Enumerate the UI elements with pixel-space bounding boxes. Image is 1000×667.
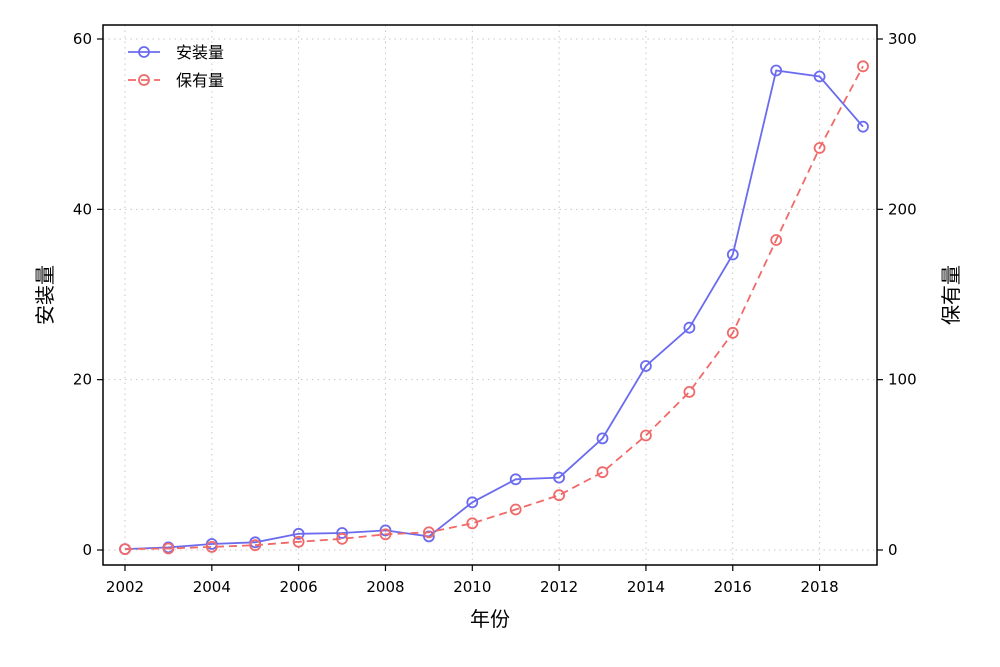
legend: 安装量 保有量 — [128, 43, 224, 90]
legend-label-0: 安装量 — [176, 43, 224, 62]
x-tick-label: 2008 — [366, 578, 404, 596]
series-layer — [119, 60, 869, 555]
series-0-point — [553, 471, 565, 484]
x-tick-label: 2002 — [106, 578, 144, 596]
y-tick-label-left: 20 — [73, 371, 92, 389]
x-tick-label: 2010 — [453, 578, 491, 596]
series-1-point — [683, 385, 696, 398]
series-0-point — [770, 64, 783, 77]
series-1-point — [422, 526, 435, 539]
series-1-point — [466, 517, 479, 530]
x-tick-label: 2018 — [800, 578, 838, 596]
plot-frame — [102, 24, 878, 566]
series-1-point — [336, 532, 349, 545]
grid-layer — [103, 25, 877, 565]
series-1-point — [596, 466, 609, 479]
series-1-point — [509, 503, 522, 516]
series-0-point — [726, 248, 739, 261]
series-1-point — [292, 535, 305, 548]
series-1-point — [640, 429, 652, 442]
series-0-point — [596, 432, 609, 445]
series-1-point — [770, 234, 783, 246]
series-0-point — [466, 496, 479, 509]
series-line-0 — [124, 69, 864, 550]
series-0-point — [292, 527, 305, 540]
y-tick-label-right: 0 — [888, 541, 898, 559]
x-tick-label: 2004 — [193, 578, 231, 596]
series-0-point — [857, 120, 869, 133]
series-1-point — [726, 326, 739, 339]
y-tick-label-right: 300 — [888, 30, 917, 48]
series-0-point — [509, 473, 522, 486]
ticks-layer: 2002 2004 2006 2008 2010 2012 2014 2016 2018 0 20 4… — [73, 30, 917, 596]
series-1-point — [205, 541, 218, 553]
series-1-point — [249, 539, 262, 552]
x-tick-label: 2006 — [280, 578, 318, 596]
y-tick-label-right: 200 — [888, 200, 917, 218]
y-tick-label-left: 60 — [73, 30, 92, 48]
series-1-point — [162, 542, 175, 555]
x-tick-label: 2012 — [540, 578, 578, 596]
x-tick-label: 2016 — [714, 578, 752, 596]
x-tick-label: 2014 — [627, 578, 665, 596]
series-1-point — [857, 60, 869, 73]
legend-swatch-marker-0 — [138, 46, 150, 58]
y-axis-title-left: 安装量 — [33, 265, 57, 325]
y-tick-label-left: 0 — [82, 541, 92, 559]
series-0-point — [640, 360, 652, 372]
series-1-point — [119, 543, 131, 555]
series-1-point — [553, 489, 565, 502]
y-axis-title-right: 保有量 — [939, 265, 963, 325]
y-tick-label-left: 40 — [73, 200, 92, 218]
series-0-point — [813, 70, 826, 83]
series-0-point — [683, 321, 696, 334]
series-0-point — [379, 524, 392, 537]
legend-swatch-marker-1 — [138, 74, 150, 86]
series-0-point — [336, 527, 349, 539]
legend-label-1: 保有量 — [176, 71, 224, 90]
series-line-1 — [124, 65, 864, 550]
series-1-point — [813, 142, 826, 154]
y-tick-label-right: 100 — [888, 371, 917, 389]
x-axis-title: 年份 — [470, 607, 510, 631]
series-1-point — [379, 528, 392, 541]
